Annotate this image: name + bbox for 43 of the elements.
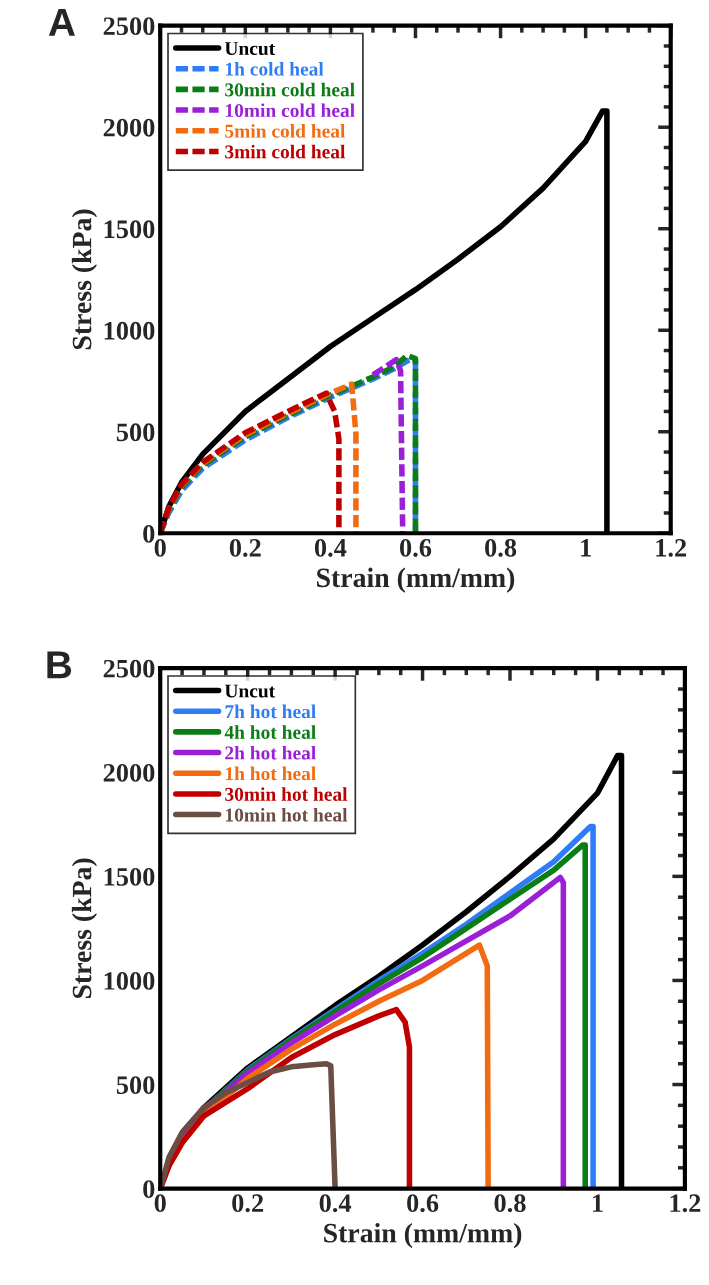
legend-label: 10min hot heal bbox=[225, 807, 348, 822]
y-axis-title: Stress (kPa) bbox=[71, 858, 98, 999]
legend-label: Uncut bbox=[224, 42, 276, 56]
x-tick-label: 0.8 bbox=[485, 538, 517, 557]
y-tick-label: 1000 bbox=[104, 321, 155, 340]
y-axis-title: Stress (kPa) bbox=[71, 209, 98, 350]
x-tick-label: 0.8 bbox=[494, 1194, 526, 1213]
y-tick-label: 2500 bbox=[103, 659, 155, 678]
y-tick-label: 1500 bbox=[104, 867, 155, 886]
x-tick-label: 1.2 bbox=[670, 1194, 701, 1213]
x-tick-label: 0.2 bbox=[232, 1194, 264, 1213]
legend-label: Uncut bbox=[224, 684, 276, 698]
legend-label: 7h hot heal bbox=[225, 704, 316, 719]
y-tick-label: 0 bbox=[143, 1180, 155, 1199]
legend-label: 3min cold heal bbox=[225, 144, 346, 159]
x-tick-label: 1.2 bbox=[656, 538, 687, 557]
x-axis-title: Strain (mm/mm) bbox=[324, 1222, 522, 1249]
x-axis-title: Strain (mm/mm) bbox=[317, 567, 515, 593]
x-tick-label: 1 bbox=[581, 539, 591, 557]
legend-label: 4h hot heal bbox=[224, 725, 316, 739]
x-tick-label: 0.6 bbox=[407, 1194, 439, 1213]
y-tick-label: 2500 bbox=[103, 17, 155, 36]
y-tick-label: 1000 bbox=[104, 972, 155, 990]
legend-label: 10min cold heal bbox=[225, 103, 355, 118]
legend-label: 1h cold heal bbox=[225, 62, 324, 76]
x-tick-label: 0.4 bbox=[319, 1194, 352, 1213]
text: B bbox=[47, 651, 72, 679]
y-tick-label: 0 bbox=[143, 524, 155, 543]
legend-label: 30min hot heal bbox=[225, 787, 348, 801]
y-tick-label: 2000 bbox=[103, 763, 155, 782]
y-tick-label: 1500 bbox=[104, 220, 155, 239]
legend-label: 2h hot heal bbox=[225, 745, 316, 760]
y-tick-label: 500 bbox=[116, 1076, 155, 1094]
text: A bbox=[48, 9, 75, 36]
legend-label: 5min cold heal bbox=[225, 124, 346, 138]
legend-label: 1h hot heal bbox=[225, 766, 316, 781]
x-tick-label: 1 bbox=[592, 1194, 603, 1212]
legend-label: 30min cold heal bbox=[225, 82, 355, 97]
x-tick-label: 0.2 bbox=[229, 538, 261, 557]
y-tick-label: 2000 bbox=[103, 118, 155, 137]
x-tick-label: 0.6 bbox=[399, 538, 432, 557]
x-tick-label: 0.4 bbox=[314, 538, 347, 557]
y-tick-label: 500 bbox=[116, 423, 155, 442]
